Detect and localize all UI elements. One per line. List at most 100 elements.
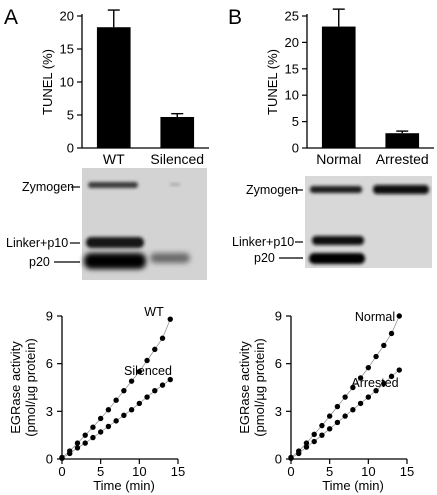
band-zymogen-normal [310, 186, 362, 193]
x-tick-label: 10 [361, 464, 375, 479]
data-point-wt [82, 432, 88, 438]
bar-chart-a: 0 5 10 15 20 WT Silenced TUNEL (%) [40, 9, 209, 167]
y-axis-label: EGRase activity [8, 341, 23, 434]
y-tick-label: 9 [46, 309, 53, 324]
data-point-normal [373, 353, 379, 360]
data-point-arrested [319, 432, 325, 438]
y-tick-label: 9 [275, 309, 282, 324]
data-point-arrested [311, 438, 317, 445]
data-point-wt [97, 415, 104, 422]
data-point-normal [311, 431, 317, 438]
y-axis-label: (pmol/µg protein) [23, 338, 38, 437]
data-point-wt [113, 397, 119, 403]
data-point-silenced [59, 455, 65, 461]
data-point-silenced [144, 394, 150, 400]
y-tick-label: 3 [46, 404, 53, 419]
y-tick-label: 0 [292, 141, 299, 156]
y-axis-label: TUNEL (%) [40, 49, 55, 115]
data-point-wt [136, 368, 143, 375]
scatter-chart-b: 0 3 6 9 0 5 10 15 Time (min) EGRase activity (pmol… [237, 309, 414, 494]
bar-chart-b: 0 5 10 15 20 25 Normal Arrested TUNEL (%) [265, 8, 434, 167]
data-point-wt [144, 357, 150, 364]
series-label-silenced: Silenced [124, 364, 172, 378]
data-point-wt [105, 407, 112, 413]
data-point-arrested [350, 407, 356, 413]
band-p20-normal [309, 253, 365, 264]
y-tick-label: 5 [67, 108, 74, 123]
data-point-arrested [342, 413, 348, 419]
band-zymogen-wt [88, 182, 138, 188]
y-axis-label: (pmol/µg protein) [252, 338, 267, 437]
y-tick-label: 0 [275, 452, 282, 467]
data-point-normal [326, 413, 333, 419]
band-p20-wt [84, 253, 146, 269]
data-point-silenced [105, 423, 112, 430]
series-label-arrested: Arrested [351, 376, 398, 390]
data-point-silenced [136, 400, 143, 407]
data-point-silenced [121, 412, 127, 419]
data-point-silenced [82, 440, 88, 446]
y-tick-label: 10 [60, 75, 74, 90]
data-point-wt [90, 424, 96, 430]
data-point-silenced [90, 434, 96, 441]
bar-silenced [160, 116, 195, 148]
x-tick-label: 15 [171, 464, 185, 479]
y-tick-label: 5 [292, 114, 299, 129]
panel-letter-a: A [4, 6, 18, 29]
scatter-chart-a: 0 3 6 9 0 5 10 15 Time (min) EGRase activity (pmol… [8, 305, 185, 493]
x-axis-label: Time (min) [93, 478, 155, 493]
data-point-normal [334, 403, 341, 410]
data-point-arrested [357, 400, 364, 407]
x-tick-label: 5 [97, 464, 104, 479]
data-point-silenced [113, 418, 119, 424]
blot-label-linker-p10: Linker+p10 [6, 236, 68, 250]
data-point-wt [159, 335, 166, 341]
y-tick-label: 25 [285, 9, 299, 24]
data-point-arrested [388, 373, 395, 380]
data-point-arrested [373, 387, 379, 394]
data-point-wt [152, 346, 158, 353]
y-axis-label: EGRase activity [237, 341, 252, 434]
x-tick-label: 10 [132, 464, 146, 479]
data-point-normal [388, 330, 395, 337]
data-point-normal [381, 342, 387, 349]
x-tick-label: 0 [58, 464, 65, 479]
x-tick-label: 5 [326, 464, 333, 479]
blot-label-p20: p20 [29, 255, 50, 269]
y-tick-label: 6 [275, 356, 282, 371]
data-point-arrested [334, 419, 341, 426]
band-p20-silenced [150, 253, 190, 263]
western-blot-b: Zymogen Linker+p10 p20 [232, 176, 432, 268]
band-linker-p10-normal [312, 236, 364, 245]
western-blot-a: Zymogen Linker+p10 p20 [6, 168, 207, 280]
category-label: Arrested [376, 151, 429, 167]
x-tick-label: 0 [287, 464, 294, 479]
data-point-arrested [365, 394, 372, 400]
y-tick-label: 15 [285, 61, 299, 76]
data-point-silenced [159, 382, 166, 388]
y-axis-label: TUNEL (%) [265, 49, 280, 115]
y-tick-label: 20 [285, 35, 299, 50]
blot-label-zymogen: Zymogen [22, 180, 74, 194]
data-point-arrested [303, 444, 310, 450]
data-point-normal [303, 440, 310, 446]
blot-label-linker-p10: Linker+p10 [232, 235, 294, 249]
data-point-wt [128, 378, 135, 384]
data-point-normal [357, 375, 364, 381]
panel-letter-b: B [228, 6, 242, 29]
bar-arrested [385, 133, 420, 148]
category-label: Silenced [150, 151, 204, 167]
bar-wt [96, 27, 131, 148]
bar-normal [321, 26, 356, 149]
data-point-arrested [396, 367, 402, 373]
data-point-wt [121, 387, 127, 394]
data-point-silenced [97, 429, 104, 435]
y-tick-label: 0 [46, 452, 53, 467]
data-point-normal [350, 384, 356, 391]
data-point-wt [74, 440, 81, 446]
data-point-normal [342, 394, 348, 400]
data-point-normal [365, 364, 372, 371]
data-point-arrested [381, 380, 387, 387]
x-tick-label: 15 [400, 464, 414, 479]
band-zymogen-silenced [170, 183, 180, 186]
